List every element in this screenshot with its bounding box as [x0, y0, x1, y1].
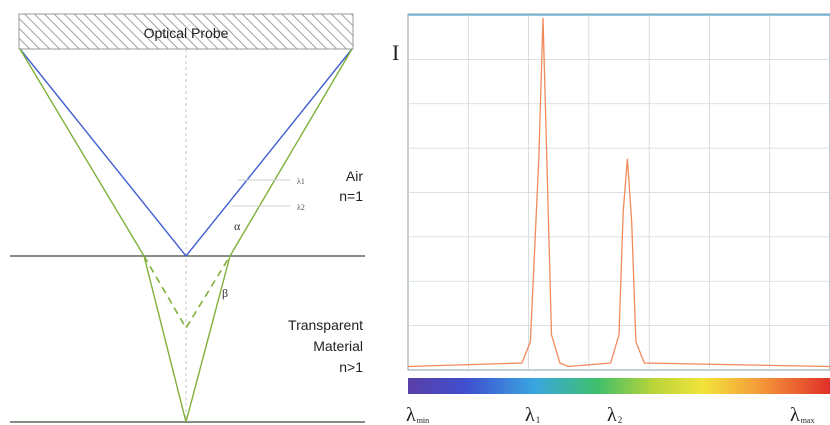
material-index-label: n>1 [339, 359, 363, 375]
wavelength-colorbar [408, 378, 830, 394]
beta-angle-label: β [222, 286, 228, 300]
lambda1-axis-label: λ1 [525, 404, 540, 425]
spectrum-line [407, 17, 830, 368]
blue-ray-lambda1 [19, 48, 353, 258]
material-label-line2: Material [313, 338, 363, 354]
spectrum-chart: I λmin λ1 λ2 λmax [392, 13, 830, 425]
lambda-max-label: λmax [790, 404, 814, 425]
intensity-axis-label: I [392, 40, 399, 65]
lambda2-axis-label: λ2 [607, 404, 622, 425]
optical-probe-label: Optical Probe [144, 25, 229, 41]
plot-grid [408, 15, 830, 370]
air-index-label: n=1 [339, 188, 363, 204]
material-label-line1: Transparent [288, 317, 363, 333]
air-label: Air [346, 168, 363, 184]
alpha-angle-label: α [234, 219, 241, 233]
lambda2-ray-label: λ2 [297, 203, 305, 212]
plot-frame [407, 13, 830, 371]
probe-diagram: Optical Probe λ1 λ2 α β Air n=1 Transpar… [10, 13, 365, 423]
green-ray-right [185, 48, 353, 423]
green-ray-left [19, 48, 187, 423]
optical-probe-block [18, 13, 354, 50]
lambda1-ray-label: λ1 [297, 177, 305, 186]
lambda-min-label: λmin [406, 404, 429, 425]
virtual-focus-rays [143, 255, 231, 330]
